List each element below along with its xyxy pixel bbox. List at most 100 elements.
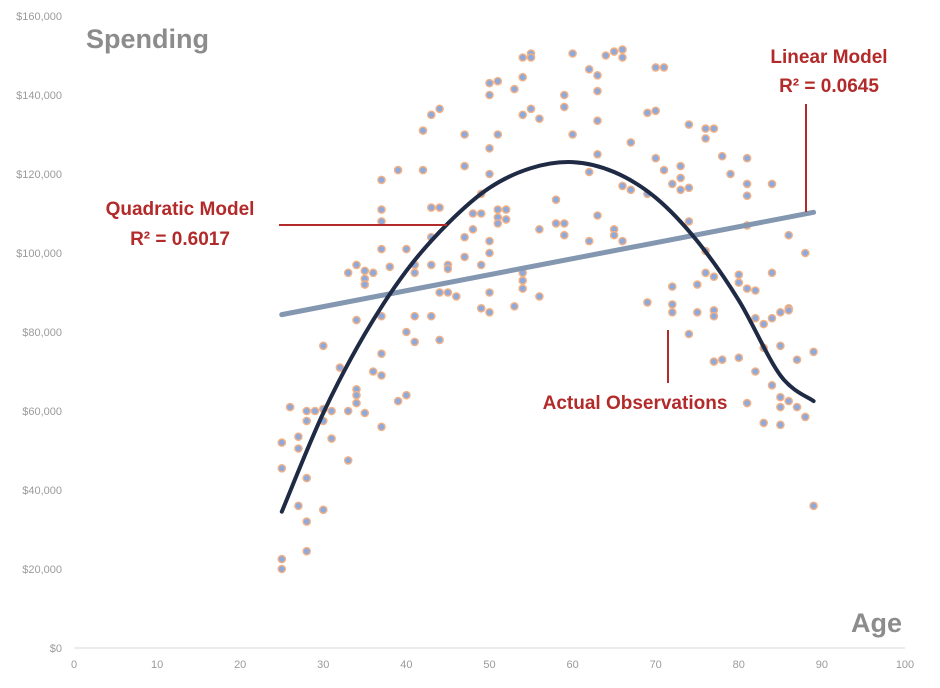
observation-point	[767, 179, 777, 189]
observation-point	[535, 292, 544, 301]
observation-point	[776, 307, 785, 317]
observation-point	[784, 396, 794, 406]
observation-point	[451, 292, 461, 301]
observation-point	[751, 367, 760, 376]
observation-point	[352, 315, 361, 325]
observation-point	[560, 230, 569, 240]
observation-point	[460, 161, 469, 171]
observation-point	[285, 402, 295, 412]
observation-point	[568, 49, 577, 58]
observation-point	[377, 175, 386, 185]
x-tick-label: 50	[483, 659, 495, 671]
y-tick-labels: $0 $20,000 $40,000 $60,000 $80,000 $100,000 $1…	[16, 11, 62, 655]
observation-point	[618, 236, 627, 246]
observation-point	[426, 311, 436, 321]
observation-point	[709, 272, 719, 282]
observation-point	[493, 76, 503, 86]
observation-point	[668, 282, 677, 291]
observation-point	[526, 53, 536, 62]
observation-point	[518, 110, 528, 120]
observation-point	[318, 505, 328, 515]
observation-point	[435, 104, 444, 114]
observation-point	[410, 268, 420, 278]
observation-point	[418, 165, 428, 175]
observation-point	[368, 268, 378, 278]
observation-point	[468, 224, 478, 234]
observation-point	[343, 456, 353, 465]
observation-point	[476, 209, 486, 218]
x-tick-label: 100	[896, 659, 914, 671]
observation-point	[435, 335, 444, 345]
observation-point	[584, 65, 594, 74]
observation-point	[518, 284, 528, 293]
observation-point	[751, 286, 760, 295]
observation-point	[668, 179, 677, 189]
observation-point	[726, 169, 735, 179]
observation-point	[426, 203, 436, 212]
observation-point	[684, 217, 694, 226]
observation-point	[651, 106, 661, 116]
observation-point	[609, 230, 619, 240]
observation-point	[418, 126, 428, 135]
observation-point	[518, 72, 528, 82]
observation-point	[526, 104, 536, 114]
observation-point	[809, 501, 818, 511]
observation-point	[742, 191, 752, 200]
observation-point	[809, 347, 818, 357]
observation-point	[352, 398, 361, 408]
observation-point	[693, 307, 702, 317]
y-axis-title: Spending	[86, 24, 209, 54]
x-tick-label: 30	[317, 659, 329, 671]
observation-point	[535, 114, 544, 123]
observation-point	[584, 167, 594, 177]
observation-point	[460, 130, 469, 139]
observation-point	[402, 244, 411, 254]
linear-model-label: Linear Model	[770, 47, 887, 68]
observation-point	[709, 357, 719, 366]
observation-point	[560, 219, 569, 228]
observation-point	[277, 554, 287, 564]
observation-point	[693, 280, 702, 289]
observation-point	[742, 179, 752, 189]
observation-point	[343, 406, 353, 416]
observation-point	[277, 463, 287, 473]
quadratic-model-r2: R² = 0.6017	[130, 229, 230, 250]
observation-point	[310, 406, 320, 416]
x-tick-label: 90	[816, 659, 828, 671]
y-tick-label: $0	[50, 643, 62, 655]
observation-point	[742, 153, 752, 163]
observation-point	[668, 307, 677, 317]
observation-point	[709, 124, 719, 133]
observation-point	[460, 252, 469, 262]
observation-point	[327, 434, 336, 443]
observation-point	[593, 211, 602, 220]
y-tick-label: $160,000	[16, 11, 62, 23]
observation-point	[767, 313, 777, 323]
observation-point	[277, 438, 287, 447]
observation-point	[302, 517, 312, 526]
observation-point	[801, 412, 810, 422]
x-tick-label: 70	[650, 659, 662, 671]
observation-point	[485, 169, 494, 179]
observation-point	[426, 110, 436, 120]
observation-point	[801, 248, 810, 258]
observation-point	[643, 108, 652, 118]
observation-point	[659, 165, 669, 175]
observation-point	[485, 288, 494, 297]
observation-point	[792, 355, 802, 365]
observation-point	[742, 284, 752, 293]
y-tick-label: $20,000	[22, 564, 62, 576]
observation-point	[593, 116, 602, 125]
observation-point	[318, 341, 328, 351]
observation-point	[485, 78, 494, 88]
observation-point	[352, 390, 361, 400]
observation-point	[601, 51, 611, 60]
observation-point	[776, 420, 785, 430]
x-tick-label: 20	[234, 659, 246, 671]
observation-point	[410, 311, 420, 321]
observation-point	[518, 53, 528, 62]
observation-point	[709, 311, 719, 321]
observation-point	[352, 260, 361, 270]
x-tick-label: 80	[733, 659, 745, 671]
observation-point	[493, 130, 503, 139]
